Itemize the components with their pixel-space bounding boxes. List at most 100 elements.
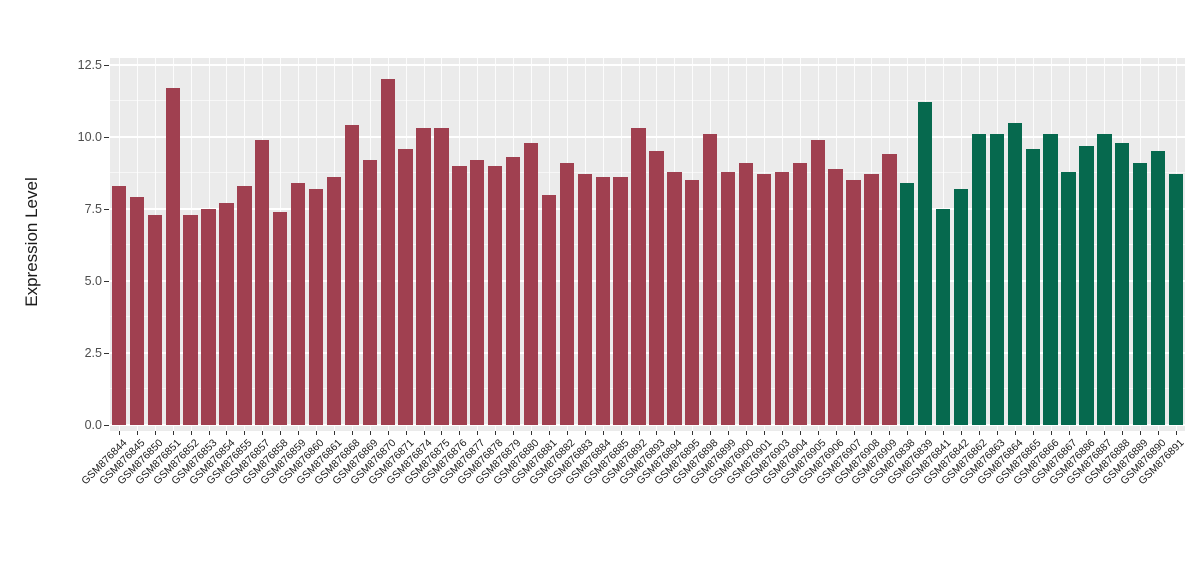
x-tick-mark — [728, 431, 730, 435]
y-tick-label: 12.5 — [77, 58, 102, 72]
bar — [541, 194, 557, 425]
x-tick-mark — [226, 431, 228, 435]
y-tick-label: 10.0 — [77, 130, 102, 144]
y-tick-label: 7.5 — [84, 202, 102, 216]
bar — [935, 209, 951, 425]
bar — [380, 79, 395, 425]
bar — [416, 128, 431, 425]
x-tick-mark — [387, 431, 389, 435]
gridline-minor — [110, 172, 1185, 173]
x-tick-mark — [943, 431, 945, 435]
x-tick-mark — [656, 431, 658, 435]
bar — [273, 211, 288, 425]
x-tick-mark — [298, 431, 300, 435]
x-tick-mark — [817, 431, 819, 435]
x-tick-mark — [441, 431, 443, 435]
x-tick-mark — [548, 431, 550, 435]
bar — [559, 162, 575, 425]
bar — [703, 134, 718, 425]
gridline-minor — [110, 100, 1185, 101]
x-tick-mark — [531, 431, 533, 435]
x-tick-mark — [584, 431, 586, 435]
y-axis-title: Expression Level — [22, 177, 41, 307]
plot-panel — [110, 58, 1185, 431]
x-tick-mark — [1122, 431, 1124, 435]
bar — [756, 174, 772, 425]
bar — [810, 139, 825, 425]
bar — [452, 165, 467, 425]
bar — [488, 165, 503, 425]
x-tick-mark — [710, 431, 712, 435]
bar — [846, 180, 861, 425]
bar — [738, 162, 754, 425]
x-tick-mark — [853, 431, 855, 435]
x-tick-mark — [1032, 431, 1034, 435]
bar — [1097, 134, 1112, 425]
x-tick-mark — [1140, 431, 1142, 435]
x-tick-mark — [405, 431, 407, 435]
bar — [631, 128, 646, 425]
bar — [1079, 145, 1094, 425]
x-tick-mark — [208, 431, 210, 435]
gridline-major — [110, 136, 1185, 138]
bar — [129, 197, 145, 425]
x-tick-mark — [1014, 431, 1016, 435]
x-tick-mark — [620, 431, 622, 435]
bar — [505, 157, 521, 425]
bar — [165, 88, 180, 425]
bar — [344, 125, 360, 425]
y-tick-mark — [104, 353, 109, 354]
x-tick-mark — [262, 431, 264, 435]
x-tick-mark — [154, 431, 156, 435]
x-tick-mark — [961, 431, 963, 435]
x-tick-mark — [1158, 431, 1160, 435]
bar — [953, 188, 969, 425]
x-tick-mark — [423, 431, 425, 435]
y-tick-mark — [104, 281, 109, 282]
y-tick-label: 0.0 — [84, 418, 102, 432]
bar — [864, 174, 879, 425]
x-tick-mark — [495, 431, 497, 435]
gridline-major — [110, 64, 1185, 66]
gridline-major — [110, 424, 1185, 426]
x-tick-mark — [996, 431, 998, 435]
gridline-major — [110, 208, 1185, 210]
bar — [147, 214, 162, 425]
bar — [792, 162, 807, 425]
bar — [613, 177, 628, 425]
bar — [882, 154, 897, 425]
gridline-minor — [110, 388, 1185, 389]
x-tick-mark — [674, 431, 676, 435]
x-tick-mark — [978, 431, 980, 435]
x-tick-mark — [1068, 431, 1070, 435]
x-tick-mark — [566, 431, 568, 435]
bar — [1061, 171, 1076, 425]
bar — [434, 128, 449, 425]
x-tick-mark — [638, 431, 640, 435]
x-tick-mark — [333, 431, 335, 435]
bar — [201, 209, 216, 425]
x-tick-mark — [136, 431, 138, 435]
y-tick-mark — [104, 209, 109, 210]
x-tick-mark — [907, 431, 909, 435]
x-tick-mark — [477, 431, 479, 435]
gridline-minor — [110, 244, 1185, 245]
bar — [989, 134, 1005, 425]
bar — [1133, 162, 1148, 425]
x-tick-mark — [172, 431, 174, 435]
bar — [595, 177, 610, 425]
x-tick-mark — [244, 431, 246, 435]
bar — [290, 183, 306, 425]
x-tick-mark — [369, 431, 371, 435]
bar — [1115, 142, 1130, 425]
bar — [398, 148, 413, 425]
x-tick-mark — [1086, 431, 1088, 435]
bar — [828, 168, 843, 425]
y-tick-mark — [104, 137, 109, 138]
bar — [774, 171, 790, 425]
bar — [362, 160, 377, 425]
bar — [577, 174, 592, 425]
bar — [219, 203, 234, 425]
bar — [649, 151, 664, 425]
